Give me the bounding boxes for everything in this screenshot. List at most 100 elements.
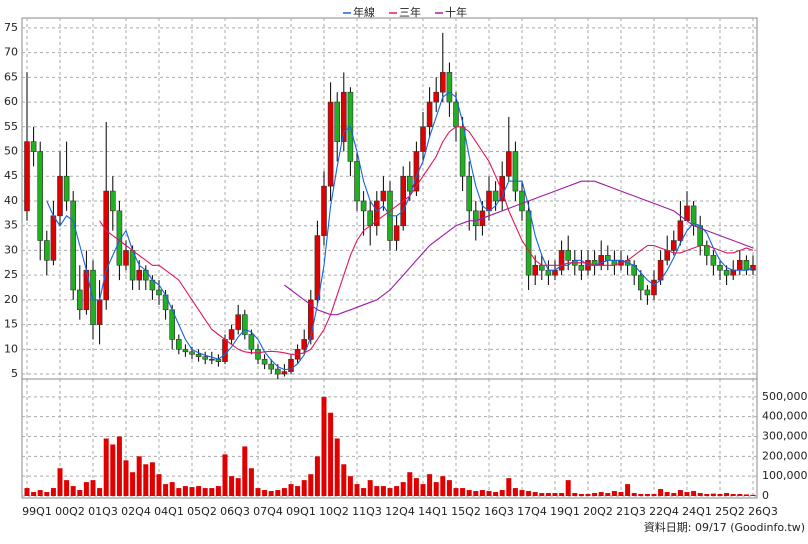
- volume-bar: [308, 474, 314, 496]
- candle-body: [261, 358, 268, 365]
- volume-bar: [506, 478, 512, 496]
- volume-bar: [499, 490, 505, 496]
- moving-average-line: [284, 180, 754, 316]
- y-tick-label: 20: [4, 293, 18, 306]
- candle-body: [123, 250, 129, 266]
- candle-body: [406, 175, 413, 192]
- candle-body: [505, 151, 512, 177]
- candle-body: [340, 91, 347, 142]
- candle-body: [499, 175, 506, 202]
- candle-body: [519, 190, 525, 212]
- volume-bar: [730, 494, 736, 496]
- volume-bar: [110, 444, 116, 496]
- volume-bar: [380, 486, 386, 496]
- candle-body: [268, 363, 275, 370]
- y-tick-label: 75: [4, 21, 18, 34]
- volume-bar: [288, 484, 294, 496]
- candle-body: [30, 141, 37, 152]
- y-tick-label: 60: [4, 95, 18, 108]
- candle-body: [162, 294, 169, 311]
- volume-bar: [427, 474, 433, 496]
- volume-bar: [215, 486, 221, 496]
- volume-bar: [750, 494, 756, 496]
- volume-bar: [658, 489, 664, 496]
- y-tick-label: 15: [4, 318, 18, 331]
- y-tick-label: 70: [4, 46, 18, 59]
- volume-bar: [664, 492, 670, 496]
- candle-body: [525, 210, 532, 276]
- candle-body: [255, 349, 261, 360]
- candle-body: [512, 151, 519, 192]
- volume-bar: [242, 446, 248, 496]
- candle-body: [327, 101, 334, 187]
- volume-bar: [64, 480, 70, 496]
- x-tick-label: 24Q1: [682, 505, 712, 518]
- volume-bar: [57, 468, 63, 496]
- candle-body: [37, 151, 44, 241]
- candle-body: [710, 255, 717, 266]
- candle-body: [228, 329, 235, 340]
- y2-tick-label: 0: [762, 489, 769, 502]
- volume-bar: [539, 493, 545, 496]
- legend-label: 三年: [399, 5, 421, 19]
- legend-label: 十年: [445, 5, 467, 19]
- volume-bar: [367, 480, 373, 496]
- x-tick-label: 99Q1: [22, 505, 52, 518]
- candle-body: [730, 269, 737, 276]
- candle-body: [538, 264, 545, 271]
- volume-bar: [268, 491, 274, 496]
- volume-bar: [281, 488, 287, 496]
- candle-body: [242, 314, 248, 335]
- volume-bar: [631, 493, 637, 496]
- y2-tick-label: 200,000: [762, 449, 808, 462]
- legend-label: 年線: [353, 5, 375, 19]
- volume-bar: [737, 494, 743, 496]
- candle-body: [136, 269, 142, 281]
- volume-bar: [605, 493, 611, 496]
- x-tick-label: 10Q2: [319, 505, 349, 518]
- y-tick-label: 10: [4, 342, 18, 355]
- volume-bar: [374, 486, 380, 496]
- candle-body: [532, 264, 539, 276]
- y-tick-label: 30: [4, 243, 18, 256]
- candle-body: [664, 250, 671, 261]
- volume-bar: [519, 490, 525, 496]
- candle-body: [565, 250, 572, 261]
- volume-bar: [473, 491, 479, 496]
- candle-body: [703, 245, 710, 256]
- candle-body: [360, 200, 367, 212]
- volume-bar: [70, 486, 76, 496]
- y2-tick-label: 100,000: [762, 469, 808, 482]
- volume-bar: [136, 456, 142, 496]
- candle-body: [736, 260, 743, 271]
- volume-bar: [413, 478, 419, 496]
- volume-bar: [578, 494, 584, 496]
- volume-bar: [717, 494, 723, 496]
- candle-body: [235, 314, 241, 330]
- volume-bar: [116, 436, 122, 496]
- volume-bar: [387, 488, 393, 496]
- candle-body: [486, 190, 492, 212]
- x-tick-label: 12Q4: [385, 505, 415, 518]
- volume-bar: [143, 464, 149, 496]
- candle-body: [743, 260, 750, 271]
- volume-bar: [328, 412, 334, 496]
- volume-bar: [361, 488, 367, 496]
- volume-bar: [202, 488, 208, 496]
- candle-body: [459, 126, 466, 177]
- volume-bar: [407, 472, 413, 496]
- x-tick-label: 02Q4: [121, 505, 151, 518]
- volume-bar: [354, 484, 360, 496]
- candle-body: [717, 264, 723, 271]
- volume-bar: [123, 460, 129, 496]
- volume-bar: [440, 476, 446, 496]
- candle-body: [604, 255, 611, 261]
- y-tick-label: 40: [4, 194, 18, 207]
- volume-bar: [275, 490, 281, 496]
- candle-body: [420, 126, 426, 152]
- volume-bar: [176, 488, 182, 496]
- y-tick-label: 50: [4, 145, 18, 158]
- x-tick-label: 06Q3: [220, 505, 250, 518]
- candle-body: [143, 269, 149, 281]
- volume-bar: [684, 492, 690, 496]
